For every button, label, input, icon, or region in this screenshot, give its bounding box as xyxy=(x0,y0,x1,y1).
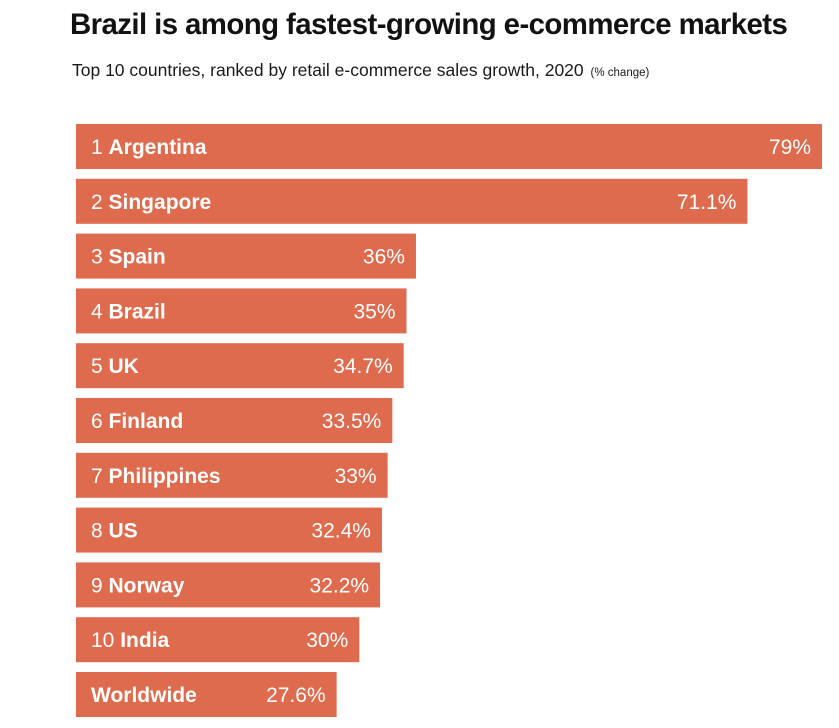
bar xyxy=(76,288,407,334)
bar xyxy=(76,672,337,717)
bar-group: 1 Argentina 79% xyxy=(76,124,822,169)
bar-group: 5 UK 34.7% xyxy=(76,343,404,389)
bar-country: Norway xyxy=(109,574,185,597)
bar-group: 4 Brazil 35% xyxy=(76,288,407,334)
chart-subtitle: Top 10 countries, ranked by retail e-com… xyxy=(72,60,649,81)
bar-label: 9 Norway xyxy=(91,574,185,597)
bar-group: 6 Finland 33.5% xyxy=(76,398,393,443)
bar-group: 3 Spain 36% xyxy=(76,233,416,279)
bar xyxy=(76,233,416,279)
bar xyxy=(76,124,822,169)
chart-title: Brazil is among fastest-growing e-commer… xyxy=(70,8,788,41)
bar xyxy=(76,562,381,608)
bar xyxy=(76,178,748,224)
bar-value-label: 33% xyxy=(335,465,377,488)
bar-label: 1 Argentina xyxy=(91,136,207,159)
bar-label: 10 India xyxy=(91,629,170,652)
bar-rank: 7 xyxy=(91,465,109,488)
bar-group: 7 Philippines 33% xyxy=(76,452,388,498)
bar-label: Worldwide xyxy=(91,684,197,707)
bar-label: 7 Philippines xyxy=(91,465,221,488)
bar-value-label: 32.2% xyxy=(310,574,370,597)
bar xyxy=(76,507,382,553)
bar-group: 8 US 32.4% xyxy=(76,507,382,553)
bar-group: 10 India 30% xyxy=(76,617,360,663)
bar-rank: 1 xyxy=(91,136,109,159)
bar-rank: 3 xyxy=(91,246,109,269)
bar-value-label: 36% xyxy=(363,246,405,269)
bar-label: 6 Finland xyxy=(91,410,183,433)
bar-group: 2 Singapore 71.1% xyxy=(76,178,748,224)
bar-country: India xyxy=(120,629,169,652)
bar-value-label: 34.7% xyxy=(333,355,393,378)
bar-country: Argentina xyxy=(109,136,207,159)
bar-label: 5 UK xyxy=(91,355,139,378)
bar xyxy=(76,343,404,389)
bar-rank: 2 xyxy=(91,191,109,214)
bar-value-label: 30% xyxy=(306,629,348,652)
bar xyxy=(76,398,393,443)
bar-label: 3 Spain xyxy=(91,246,166,269)
bar-group: Worldwide 27.6% xyxy=(76,672,337,717)
bar xyxy=(76,617,360,663)
bar-country: Brazil xyxy=(109,300,166,323)
bar-value-label: 32.4% xyxy=(311,520,371,543)
bar-rank: 5 xyxy=(91,355,109,378)
bar-rank: 9 xyxy=(91,574,109,597)
bar-country: Finland xyxy=(109,410,184,433)
bar-value-label: 35% xyxy=(353,300,395,323)
subtitle-text: Top 10 countries, ranked by retail e-com… xyxy=(72,60,584,80)
bar-group: 9 Norway 32.2% xyxy=(76,562,381,608)
bar-rank: 4 xyxy=(91,300,109,323)
bar-value-label: 33.5% xyxy=(322,410,382,433)
bar-label: 8 US xyxy=(91,520,138,543)
bar-label: 4 Brazil xyxy=(91,300,166,323)
bar-country: US xyxy=(109,520,138,543)
bar xyxy=(76,452,388,498)
bar-rank: 6 xyxy=(91,410,109,433)
bar-rank: 10 xyxy=(91,629,120,652)
bar-value-label: 79% xyxy=(769,136,811,159)
bar-country: Singapore xyxy=(109,191,212,214)
bar-country: Spain xyxy=(109,246,166,269)
unit-note: (% change) xyxy=(590,67,650,79)
bar-value-label: 71.1% xyxy=(677,191,737,214)
bar-rank: 8 xyxy=(91,520,109,543)
bar-label: 2 Singapore xyxy=(91,191,211,214)
bar-value-label: 27.6% xyxy=(266,684,326,707)
bar-country: Worldwide xyxy=(91,684,197,707)
bar-country: Philippines xyxy=(109,465,221,488)
bar-country: UK xyxy=(109,355,139,378)
